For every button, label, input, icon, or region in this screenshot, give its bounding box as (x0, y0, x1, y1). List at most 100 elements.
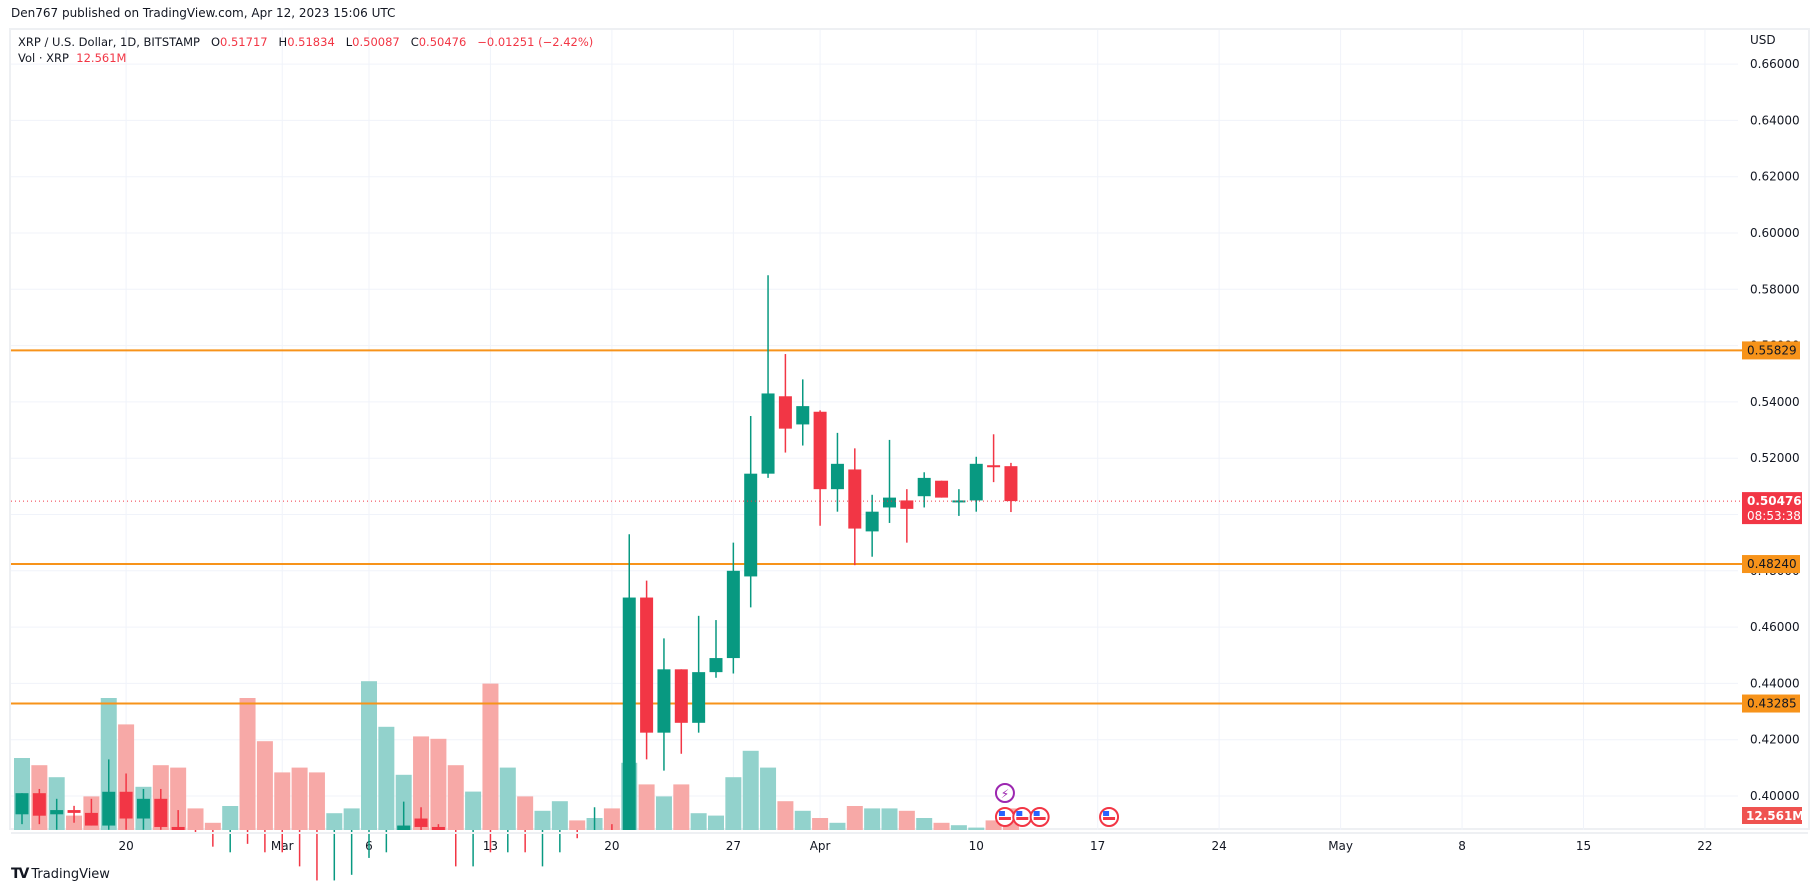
high-label: H (278, 35, 288, 49)
volume-bar (499, 767, 516, 830)
volume-bar (777, 801, 794, 830)
candle-body (987, 465, 1001, 468)
ohlc-row: XRP / U.S. Dollar, 1D, BITSTAMP O0.51717… (18, 34, 593, 50)
volume-bar (968, 827, 985, 830)
close-label: C (410, 35, 419, 49)
footer: TV TradingView (11, 866, 110, 882)
volume-bar (829, 822, 846, 830)
volume-bar (447, 765, 464, 830)
high-value: 0.51834 (287, 35, 335, 49)
volume-bar (916, 818, 933, 830)
candle-body (917, 477, 931, 497)
volume-bar (569, 820, 586, 830)
volume-bar (274, 772, 291, 830)
volume-bar (603, 808, 620, 830)
candle-body (952, 500, 966, 503)
volume-bar (430, 738, 447, 830)
open-value: 0.51717 (220, 35, 268, 49)
volume-bar (465, 791, 482, 830)
price-tick: 0.54000 (1750, 395, 1800, 409)
time-tick: 22 (1697, 839, 1712, 853)
candle-body (657, 669, 671, 733)
volume-bar (742, 750, 759, 830)
flag-canton (1103, 811, 1110, 816)
candle-body (778, 396, 792, 429)
candle-body (813, 411, 827, 490)
volume-bar (708, 815, 724, 830)
flag-canton (1016, 811, 1023, 816)
candle-body (865, 511, 879, 532)
lightning-event-icon[interactable] (994, 783, 1015, 803)
candle-body (414, 818, 428, 827)
volume-bar (482, 683, 499, 830)
volume-bar (673, 784, 690, 830)
volume-badge (1742, 807, 1802, 824)
candle-body (692, 672, 706, 723)
volume-indicator-title[interactable]: Vol · XRP (18, 51, 69, 65)
level-price-label: 0.55829 (1747, 343, 1797, 357)
last-price-label: 0.50476 (1747, 494, 1802, 508)
level-price-label: 0.43285 (1747, 697, 1797, 711)
candle-body (136, 798, 150, 819)
volume-bar (690, 813, 707, 830)
price-tick: 0.46000 (1750, 620, 1800, 634)
level-price-badge (1742, 555, 1800, 574)
time-tick: May (1328, 839, 1353, 853)
candle-body (84, 812, 98, 826)
currency-label: USD (1750, 33, 1776, 47)
level-price-label: 0.48240 (1747, 557, 1797, 571)
flag-stripe (1103, 817, 1116, 820)
low-value: 0.50087 (352, 35, 400, 49)
countdown-label: 08:53:38 (1747, 509, 1801, 523)
time-tick: 10 (969, 839, 984, 853)
volume-bar (933, 822, 950, 830)
time-tick: 20 (604, 839, 619, 853)
volume-bar (343, 808, 360, 830)
publish-info: Den767 published on TradingView.com, Apr… (11, 6, 396, 20)
volume-value: 12.561M (76, 51, 127, 65)
last-price-badge (1742, 492, 1802, 525)
volume-bar (950, 825, 967, 830)
candle-body (883, 497, 896, 508)
price-tick: 0.58000 (1750, 282, 1800, 296)
low-label: L (345, 35, 353, 49)
volume-bar (638, 784, 655, 830)
candle-body (830, 463, 844, 490)
candle-body (1004, 466, 1018, 502)
volume-bar (985, 820, 1002, 830)
flag-stripe (998, 817, 1011, 820)
candle-body (969, 463, 983, 501)
time-tick: 20 (118, 839, 133, 853)
volume-row: Vol · XRP 12.561M (18, 50, 593, 66)
volume-bar (534, 810, 551, 830)
tradingview-logo-icon: TV (11, 866, 29, 882)
price-tick: 0.62000 (1750, 170, 1800, 184)
volume-bar (881, 808, 898, 830)
candle-body (744, 473, 758, 577)
time-tick: 24 (1212, 839, 1227, 853)
candle-body (674, 669, 688, 723)
volume-bar (846, 806, 863, 830)
volume-bar (517, 796, 534, 830)
candle-body (796, 406, 810, 425)
lightning-glyph: ⚡ (1001, 787, 1009, 801)
price-tick: 0.60000 (1750, 226, 1800, 240)
symbol-title[interactable]: XRP / U.S. Dollar, 1D, BITSTAMP (18, 35, 200, 49)
volume-bar (655, 796, 672, 830)
candle-body (848, 469, 862, 529)
volume-bar (291, 767, 308, 830)
candle-body (397, 825, 411, 830)
price-tick: 0.66000 (1750, 57, 1800, 71)
volume-bar (760, 767, 777, 830)
candle-body (640, 597, 654, 733)
candle-body (67, 810, 81, 813)
volume-bar (812, 818, 829, 830)
price-tick: 0.42000 (1750, 733, 1800, 747)
volume-bar (794, 810, 811, 830)
volume-bar (239, 698, 256, 830)
volume-bar (551, 801, 568, 830)
candle-body (935, 480, 949, 498)
change-value: −0.01251 (−2.42%) (477, 35, 594, 49)
candle-body (726, 570, 740, 659)
